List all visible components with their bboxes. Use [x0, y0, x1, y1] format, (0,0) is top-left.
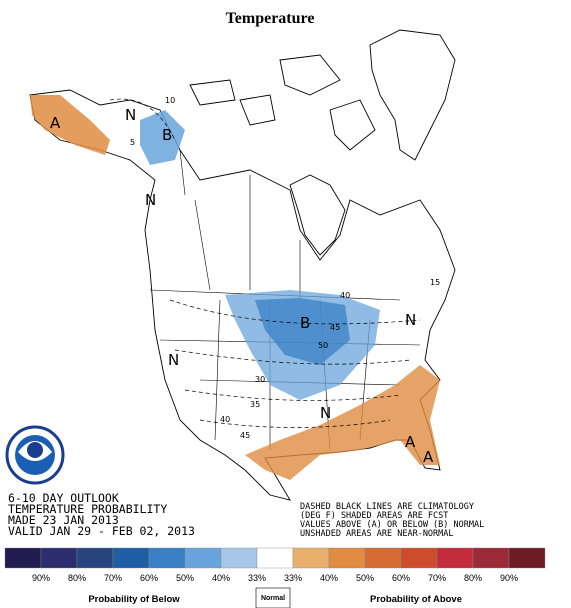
legend-swatch	[4, 547, 42, 569]
legend-label: 40%	[320, 573, 338, 583]
note-line: VALUES ABOVE (A) OR BELOW (B) NORMAL	[300, 520, 484, 530]
legend-swatch	[256, 547, 294, 569]
contour-label: 40	[340, 291, 350, 300]
contour-label: 15	[430, 278, 440, 287]
legend-label: 70%	[428, 573, 446, 583]
note-line: UNSHADED AREAS ARE NEAR-NORMAL	[300, 529, 454, 539]
legend-label: 40%	[212, 573, 230, 583]
contour-label: 5	[130, 138, 135, 147]
notes-text: DASHED BLACK LINES ARE CLIMATOLOGY (DEG …	[300, 502, 484, 539]
map-label: N	[125, 106, 136, 124]
shaded-areas	[30, 95, 440, 480]
contours	[109, 98, 421, 428]
legend-label: 70%	[104, 573, 122, 583]
map-label: A	[50, 114, 61, 132]
map-label: A	[423, 448, 434, 466]
above-alaska	[30, 95, 110, 155]
outlook-text: 6-10 DAY OUTLOOK TEMPERATURE PROBABILITY…	[8, 491, 195, 538]
outlook-line: TEMPERATURE PROBABILITY	[8, 502, 167, 516]
legend-swatch	[508, 547, 546, 569]
legend-label: 60%	[140, 573, 158, 583]
hudson-bay	[289, 174, 346, 256]
legend-title: Probability of Above	[370, 594, 462, 605]
legend-swatch	[112, 547, 150, 569]
note-line: (DEG F) SHADED AREAS ARE FCST	[300, 511, 448, 521]
map-label: B	[300, 314, 310, 332]
continent	[29, 89, 456, 501]
legend-label: 33%	[248, 573, 266, 583]
map-label: N	[145, 191, 156, 209]
legend-swatch	[328, 547, 366, 569]
contour-label: 45	[330, 323, 340, 332]
legend-swatch	[148, 547, 186, 569]
contour-label: 50	[318, 341, 328, 350]
legend-swatch	[184, 547, 222, 569]
legend-label: 90%	[500, 573, 518, 583]
above-southeast	[245, 365, 440, 480]
legend-swatch	[76, 547, 114, 569]
legend-label: 80%	[68, 573, 86, 583]
legend-label: 50%	[356, 573, 374, 583]
below-core	[255, 298, 350, 365]
legend-title: Normal	[261, 595, 285, 602]
below-alaska	[140, 110, 185, 165]
legend-swatch	[472, 547, 510, 569]
legend-swatch	[436, 547, 474, 569]
outlook-line: 6-10 DAY OUTLOOK	[8, 491, 119, 505]
map-label: N	[320, 404, 331, 422]
greenland	[369, 29, 456, 161]
outlook-line: VALID JAN 29 - FEB 02, 2013	[8, 524, 195, 538]
normal-box	[255, 587, 291, 608]
contour-label: 35	[250, 400, 260, 409]
map-label: N	[405, 311, 416, 329]
contour-label: 10	[165, 96, 175, 105]
outlook-line: MADE 23 JAN 2013	[8, 513, 119, 527]
legend-label: 80%	[464, 573, 482, 583]
legend-title: Probability of Below	[88, 594, 180, 605]
map-label: B	[162, 126, 172, 144]
notes-box	[296, 498, 528, 540]
legend-swatch	[220, 547, 258, 569]
legend-swatch	[364, 547, 402, 569]
contour-label: 30	[255, 375, 265, 384]
note-line: DASHED BLACK LINES ARE CLIMATOLOGY	[300, 502, 474, 512]
legend-label: 90%	[32, 573, 50, 583]
noaa-logo	[5, 425, 65, 485]
arctic-islands	[189, 54, 376, 151]
legend-swatch	[40, 547, 78, 569]
contour-label: 45	[240, 431, 250, 440]
legend-label: 60%	[392, 573, 410, 583]
legend: 90% 80% 70% 60% 50% 40% 33% 33% 40% 50% 60% 70% 80% 9…	[4, 547, 546, 583]
legend-label: 33%	[284, 573, 302, 583]
map-label: A	[405, 433, 416, 451]
legend-swatch	[400, 547, 438, 569]
legend-label: 50%	[176, 573, 194, 583]
legend-swatch	[292, 547, 330, 569]
contour-label: 40	[220, 415, 230, 424]
map-label: N	[168, 351, 179, 369]
title: Temperature	[226, 10, 315, 27]
